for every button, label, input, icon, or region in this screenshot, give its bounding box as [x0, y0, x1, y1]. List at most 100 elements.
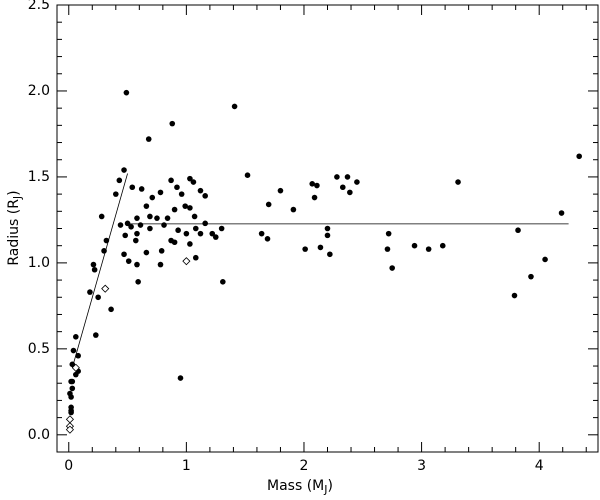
point: [128, 223, 134, 230]
point: [264, 236, 271, 242]
point: [147, 213, 153, 220]
point: [354, 179, 360, 185]
point: [190, 179, 197, 185]
point: [91, 266, 98, 273]
point: [69, 385, 76, 392]
x-tick-label: 0: [64, 458, 73, 474]
point: [339, 184, 346, 191]
point: [101, 248, 107, 254]
point: [439, 242, 446, 249]
point: [187, 205, 193, 211]
point: [290, 206, 297, 213]
point: [121, 167, 127, 173]
point: [138, 186, 145, 192]
point: [125, 258, 132, 264]
point: [161, 222, 167, 228]
point: [168, 177, 174, 184]
y-axis-label: Radius (RJ): [6, 190, 24, 265]
point: [129, 184, 136, 191]
point: [154, 215, 160, 221]
point: [122, 232, 129, 239]
point: [113, 191, 119, 197]
point: [175, 227, 181, 234]
point: [134, 215, 140, 221]
point: [147, 225, 153, 232]
x-tick-label: 2: [300, 458, 309, 474]
point: [511, 292, 518, 299]
point: [68, 394, 74, 400]
point: [177, 375, 184, 381]
point: [317, 244, 324, 251]
point: [309, 181, 316, 187]
point: [98, 213, 105, 220]
point: [258, 230, 265, 237]
point: [187, 175, 193, 182]
diamond-point: [71, 363, 80, 372]
diamond-point: [182, 257, 191, 266]
point: [192, 225, 199, 232]
x-tick-label: 3: [417, 458, 426, 474]
y-label-sub: J: [11, 196, 24, 200]
point: [389, 265, 395, 271]
point: [197, 187, 204, 194]
point: [69, 361, 76, 368]
point: [202, 193, 208, 199]
point: [212, 234, 219, 240]
y-tick-label: 0.0: [28, 427, 50, 443]
diamond-point: [65, 415, 75, 424]
point: [385, 230, 392, 237]
point: [183, 230, 190, 237]
x-label-end: ): [328, 478, 333, 494]
point: [149, 194, 156, 201]
point: [311, 194, 318, 201]
point: [158, 248, 165, 254]
y-label-main: Radius (R: [6, 199, 22, 266]
x-tick-label: 1: [182, 458, 191, 474]
point: [68, 409, 74, 416]
point: [75, 352, 81, 359]
point: [187, 241, 193, 247]
point: [93, 332, 99, 338]
point: [116, 177, 123, 184]
y-label-end: ): [6, 190, 22, 195]
point: [277, 187, 284, 194]
point: [134, 230, 140, 237]
point: [70, 347, 77, 354]
point: [121, 251, 127, 258]
point: [171, 206, 178, 213]
point: [69, 378, 76, 385]
point: [164, 215, 171, 221]
point: [137, 222, 144, 228]
point: [191, 213, 198, 220]
point: [73, 334, 79, 340]
point: [178, 191, 185, 197]
point: [143, 203, 150, 209]
point: [327, 251, 333, 258]
point: [192, 254, 199, 261]
x-label-main: Mass (M: [267, 478, 324, 494]
point: [265, 201, 272, 208]
y-tick-label: 1.0: [28, 255, 50, 271]
point: [202, 220, 208, 227]
point: [542, 256, 548, 263]
point: [197, 230, 204, 237]
point: [157, 189, 164, 196]
x-tick-label: 4: [535, 458, 544, 474]
point: [134, 261, 140, 268]
point: [108, 306, 114, 313]
point: [218, 225, 225, 232]
point: [209, 230, 216, 237]
fit-line: [71, 173, 128, 368]
point: [87, 289, 93, 295]
point: [324, 225, 331, 232]
y-tick-label: 1.5: [28, 169, 50, 185]
point: [182, 203, 188, 209]
point: [145, 136, 152, 142]
y-tick-label: 0.5: [28, 341, 50, 357]
point: [169, 120, 176, 127]
point: [90, 261, 97, 268]
point: [302, 246, 308, 252]
point: [324, 232, 331, 239]
point: [124, 220, 131, 227]
